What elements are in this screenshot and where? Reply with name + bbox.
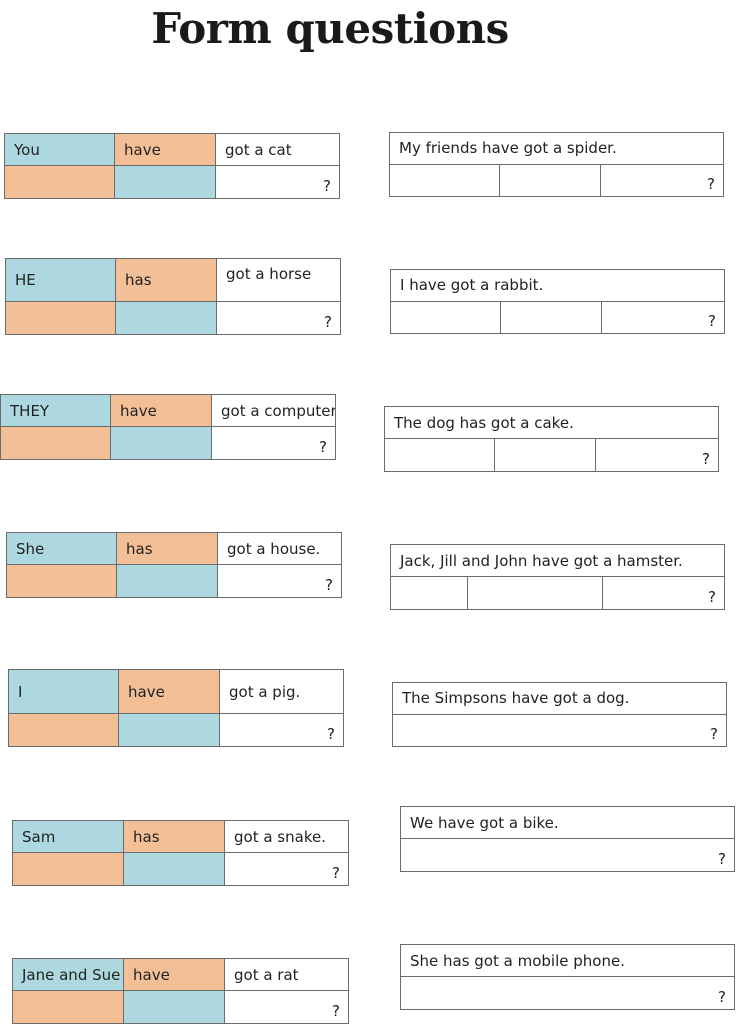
- answer-verb-cell[interactable]: [13, 853, 124, 885]
- question-mark: ?: [319, 438, 327, 456]
- answer-verb-cell[interactable]: [7, 565, 117, 597]
- object-cell: got a computer.: [212, 395, 335, 427]
- subject-cell: I: [9, 670, 119, 714]
- answer-cell[interactable]: ?: [401, 977, 734, 1009]
- answer-verb-cell[interactable]: [1, 427, 111, 459]
- left-exercise-1: You have got a cat ?: [4, 133, 340, 199]
- right-exercise-4: Jack, Jill and John have got a hamster. …: [390, 544, 725, 610]
- left-exercise-3: THEY have got a computer. ?: [0, 394, 336, 460]
- answer-rest-cell[interactable]: ?: [225, 991, 348, 1023]
- question-mark: ?: [332, 864, 340, 882]
- question-mark: ?: [323, 177, 331, 195]
- verb-cell: have: [111, 395, 212, 427]
- sentence-cell: I have got a rabbit.: [391, 270, 724, 302]
- answer-cell[interactable]: [500, 164, 601, 196]
- answer-rest-cell[interactable]: ?: [217, 302, 340, 334]
- answer-cell[interactable]: [390, 164, 500, 196]
- sentence-cell: She has got a mobile phone.: [401, 945, 734, 977]
- verb-cell: has: [117, 533, 218, 565]
- answer-verb-cell[interactable]: [9, 714, 119, 746]
- answer-subject-cell[interactable]: [111, 427, 212, 459]
- answer-subject-cell[interactable]: [115, 166, 216, 198]
- verb-cell: has: [124, 821, 225, 853]
- subject-cell: You: [5, 134, 115, 166]
- answer-cell[interactable]: [468, 577, 603, 609]
- subject-cell: Jane and Sue: [13, 959, 124, 991]
- verb-cell: have: [119, 670, 220, 714]
- answer-subject-cell[interactable]: [124, 853, 225, 885]
- answer-verb-cell[interactable]: [5, 166, 115, 198]
- answer-cell[interactable]: ?: [601, 164, 723, 196]
- right-exercise-3: The dog has got a cake. ?: [384, 406, 719, 472]
- right-exercise-5: The Simpsons have got a dog. ?: [392, 682, 727, 747]
- question-mark: ?: [708, 588, 716, 606]
- object-cell: got a house.: [218, 533, 341, 565]
- answer-rest-cell[interactable]: ?: [218, 565, 341, 597]
- left-exercise-5: I have got a pig. ?: [8, 669, 344, 747]
- right-exercise-7: She has got a mobile phone. ?: [400, 944, 735, 1010]
- answer-verb-cell[interactable]: [6, 302, 116, 334]
- sentence-cell: The Simpsons have got a dog.: [393, 683, 726, 715]
- answer-cell[interactable]: ?: [401, 839, 734, 871]
- subject-cell: She: [7, 533, 117, 565]
- subject-cell: THEY: [1, 395, 111, 427]
- answer-cell[interactable]: ?: [603, 577, 724, 609]
- answer-cell[interactable]: ?: [596, 439, 718, 471]
- answer-subject-cell[interactable]: [124, 991, 225, 1023]
- object-cell: got a horse: [217, 259, 340, 302]
- left-exercise-2: HE has got a horse ?: [5, 258, 341, 335]
- object-cell: got a snake.: [225, 821, 348, 853]
- question-mark: ?: [718, 988, 726, 1006]
- answer-verb-cell[interactable]: [13, 991, 124, 1023]
- right-exercise-1: My friends have got a spider. ?: [389, 132, 724, 197]
- page-title: Form questions: [151, 4, 509, 53]
- sentence-cell: My friends have got a spider.: [390, 133, 723, 165]
- question-mark: ?: [332, 1002, 340, 1020]
- subject-cell: HE: [6, 259, 116, 302]
- question-mark: ?: [325, 576, 333, 594]
- answer-rest-cell[interactable]: ?: [225, 853, 348, 885]
- sentence-cell: We have got a bike.: [401, 807, 734, 839]
- subject-cell: Sam: [13, 821, 124, 853]
- answer-cell[interactable]: [391, 301, 501, 333]
- answer-cell[interactable]: ?: [602, 301, 724, 333]
- answer-cell[interactable]: ?: [393, 714, 726, 746]
- verb-cell: have: [115, 134, 216, 166]
- sentence-cell: Jack, Jill and John have got a hamster.: [391, 545, 724, 577]
- answer-rest-cell[interactable]: ?: [220, 714, 343, 746]
- answer-rest-cell[interactable]: ?: [216, 166, 339, 198]
- question-mark: ?: [708, 312, 716, 330]
- answer-rest-cell[interactable]: ?: [212, 427, 335, 459]
- answer-cell[interactable]: [495, 439, 596, 471]
- question-mark: ?: [327, 725, 335, 743]
- object-cell: got a rat: [225, 959, 348, 991]
- question-mark: ?: [718, 850, 726, 868]
- right-exercise-6: We have got a bike. ?: [400, 806, 735, 872]
- answer-subject-cell[interactable]: [117, 565, 218, 597]
- question-mark: ?: [702, 450, 710, 468]
- answer-subject-cell[interactable]: [119, 714, 220, 746]
- object-cell: got a cat: [216, 134, 339, 166]
- question-mark: ?: [707, 175, 715, 193]
- sentence-cell: The dog has got a cake.: [385, 407, 718, 439]
- answer-cell[interactable]: [501, 301, 602, 333]
- answer-subject-cell[interactable]: [116, 302, 217, 334]
- answer-cell[interactable]: [385, 439, 495, 471]
- question-mark: ?: [710, 725, 718, 743]
- right-exercise-2: I have got a rabbit. ?: [390, 269, 725, 334]
- object-cell: got a pig.: [220, 670, 343, 714]
- verb-cell: has: [116, 259, 217, 302]
- left-exercise-4: She has got a house. ?: [6, 532, 342, 598]
- left-exercise-7: Jane and Sue have got a rat ?: [12, 958, 349, 1024]
- question-mark: ?: [324, 313, 332, 331]
- verb-cell: have: [124, 959, 225, 991]
- left-exercise-6: Sam has got a snake. ?: [12, 820, 349, 886]
- answer-cell[interactable]: [391, 577, 468, 609]
